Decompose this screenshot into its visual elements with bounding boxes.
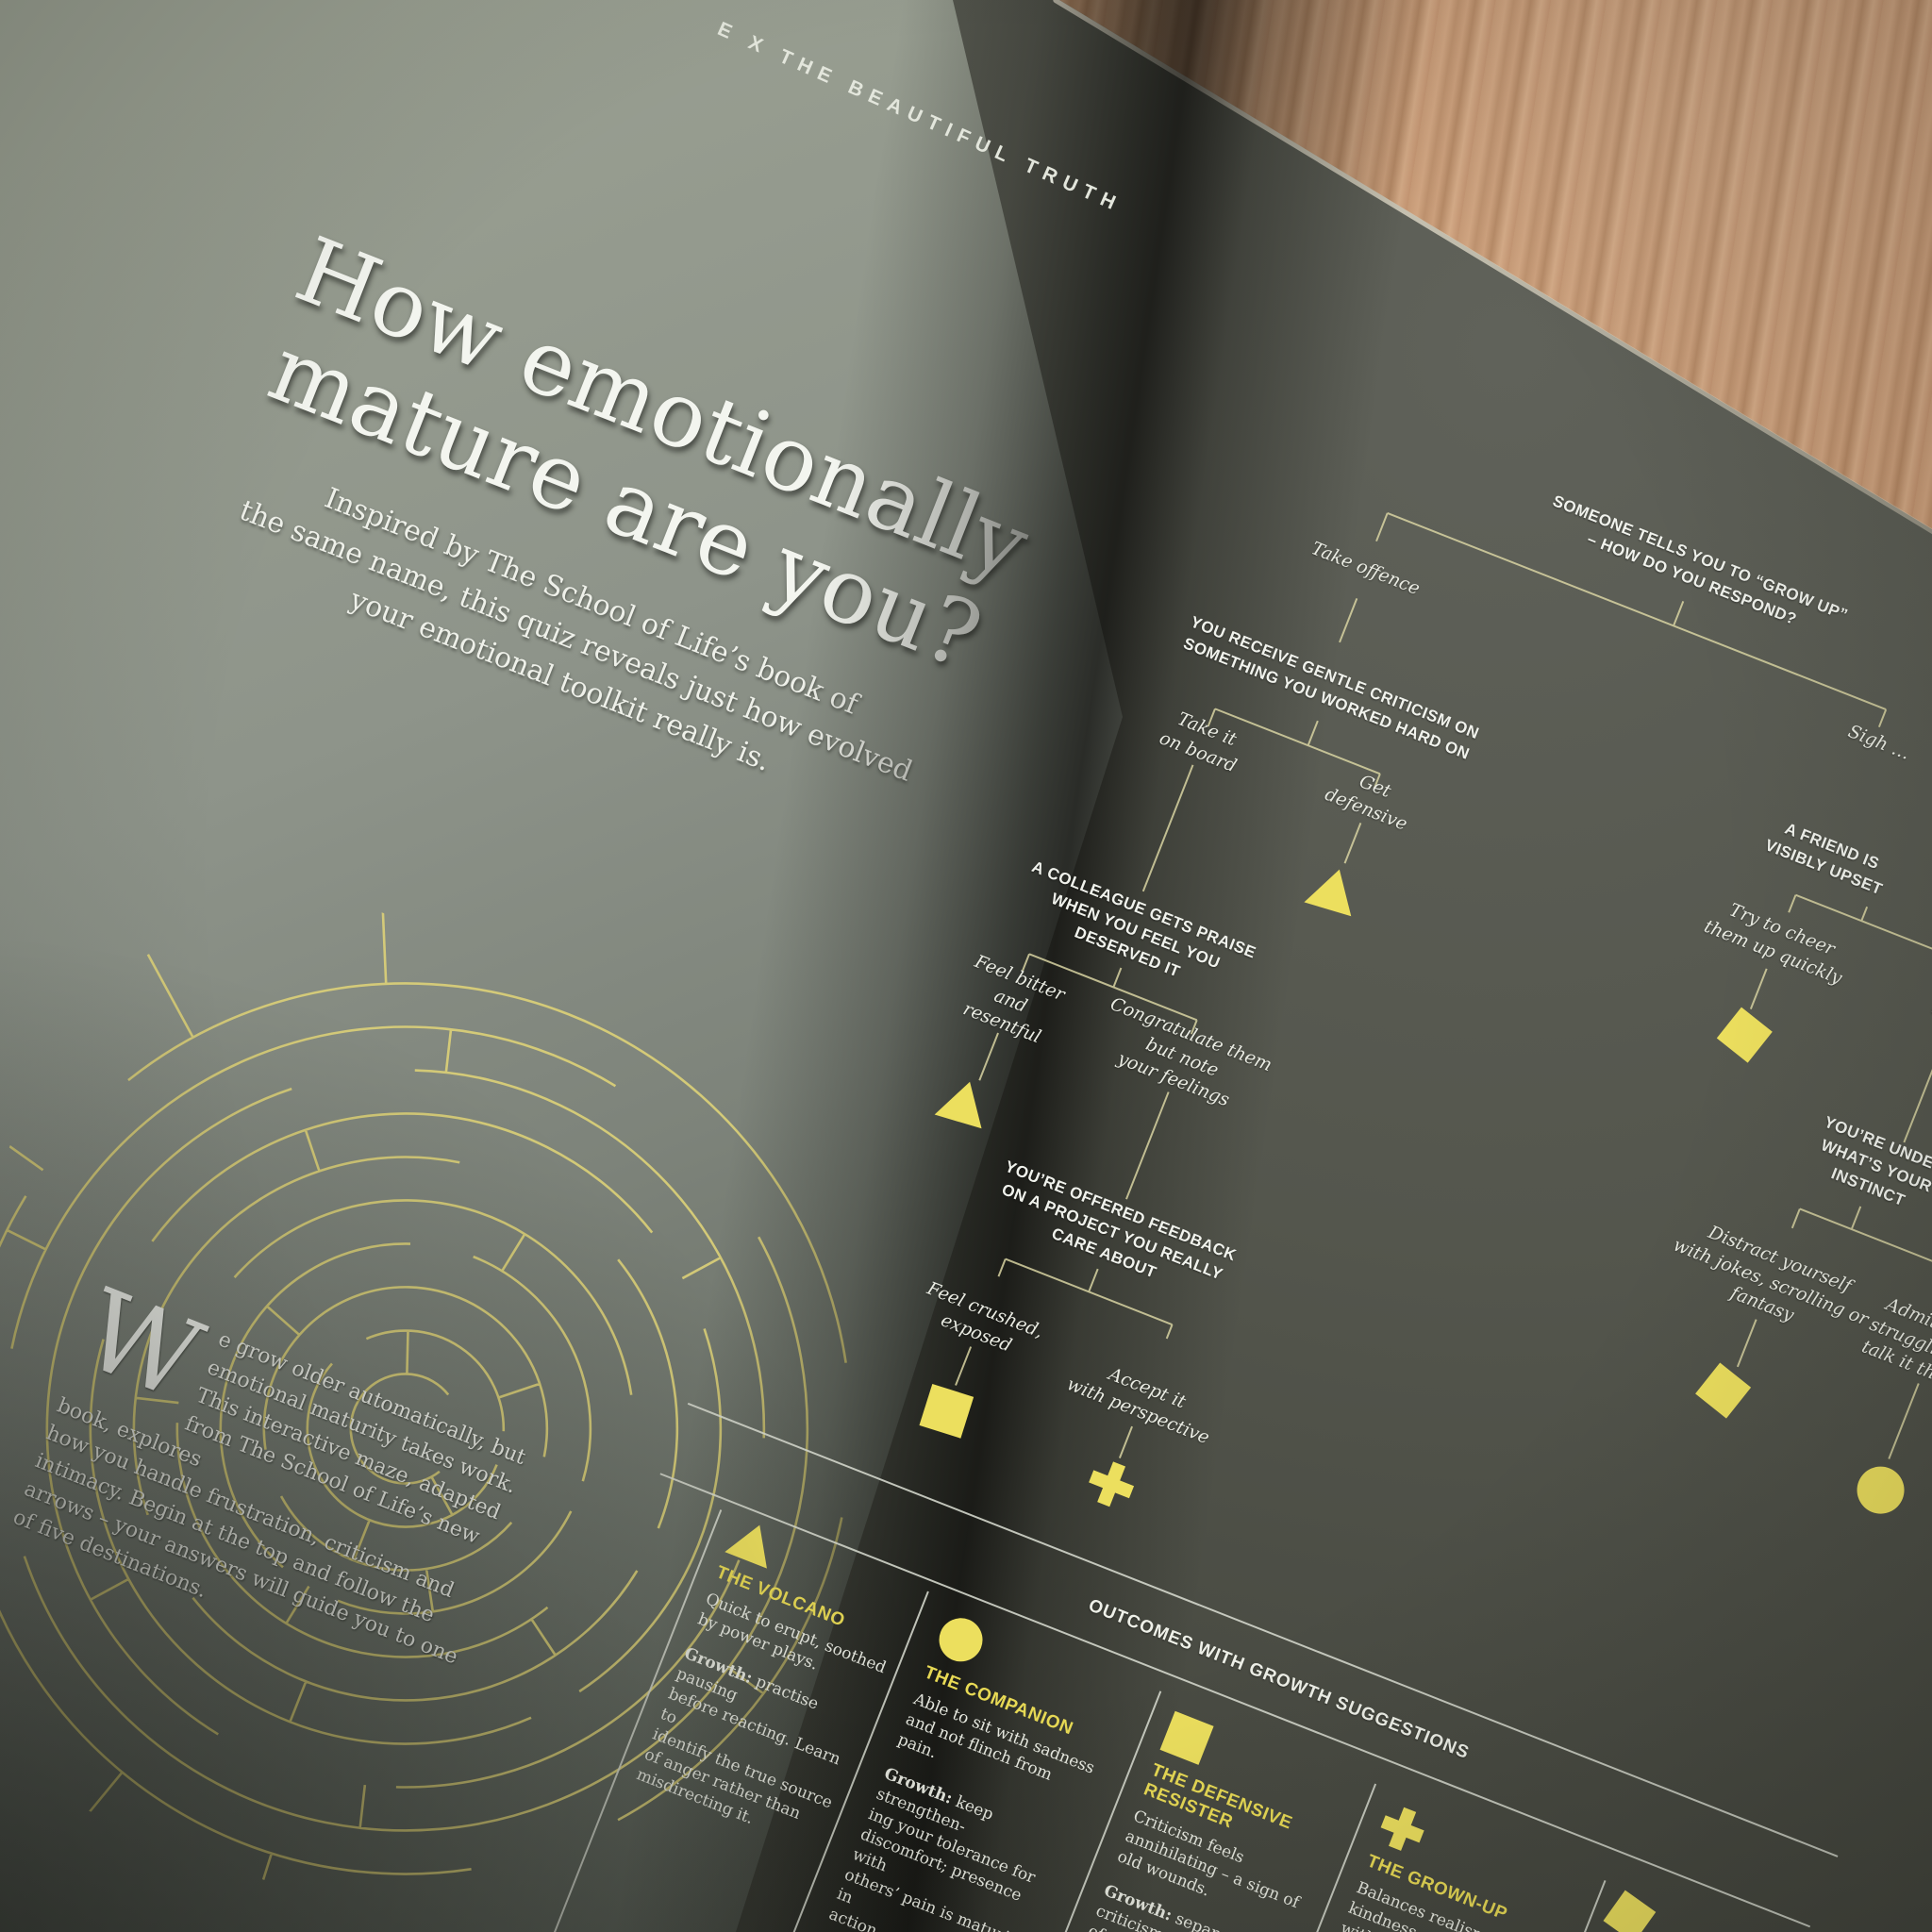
photo-of-open-magazine: How emotionally mature are you? Inspired… [0, 0, 1932, 1932]
